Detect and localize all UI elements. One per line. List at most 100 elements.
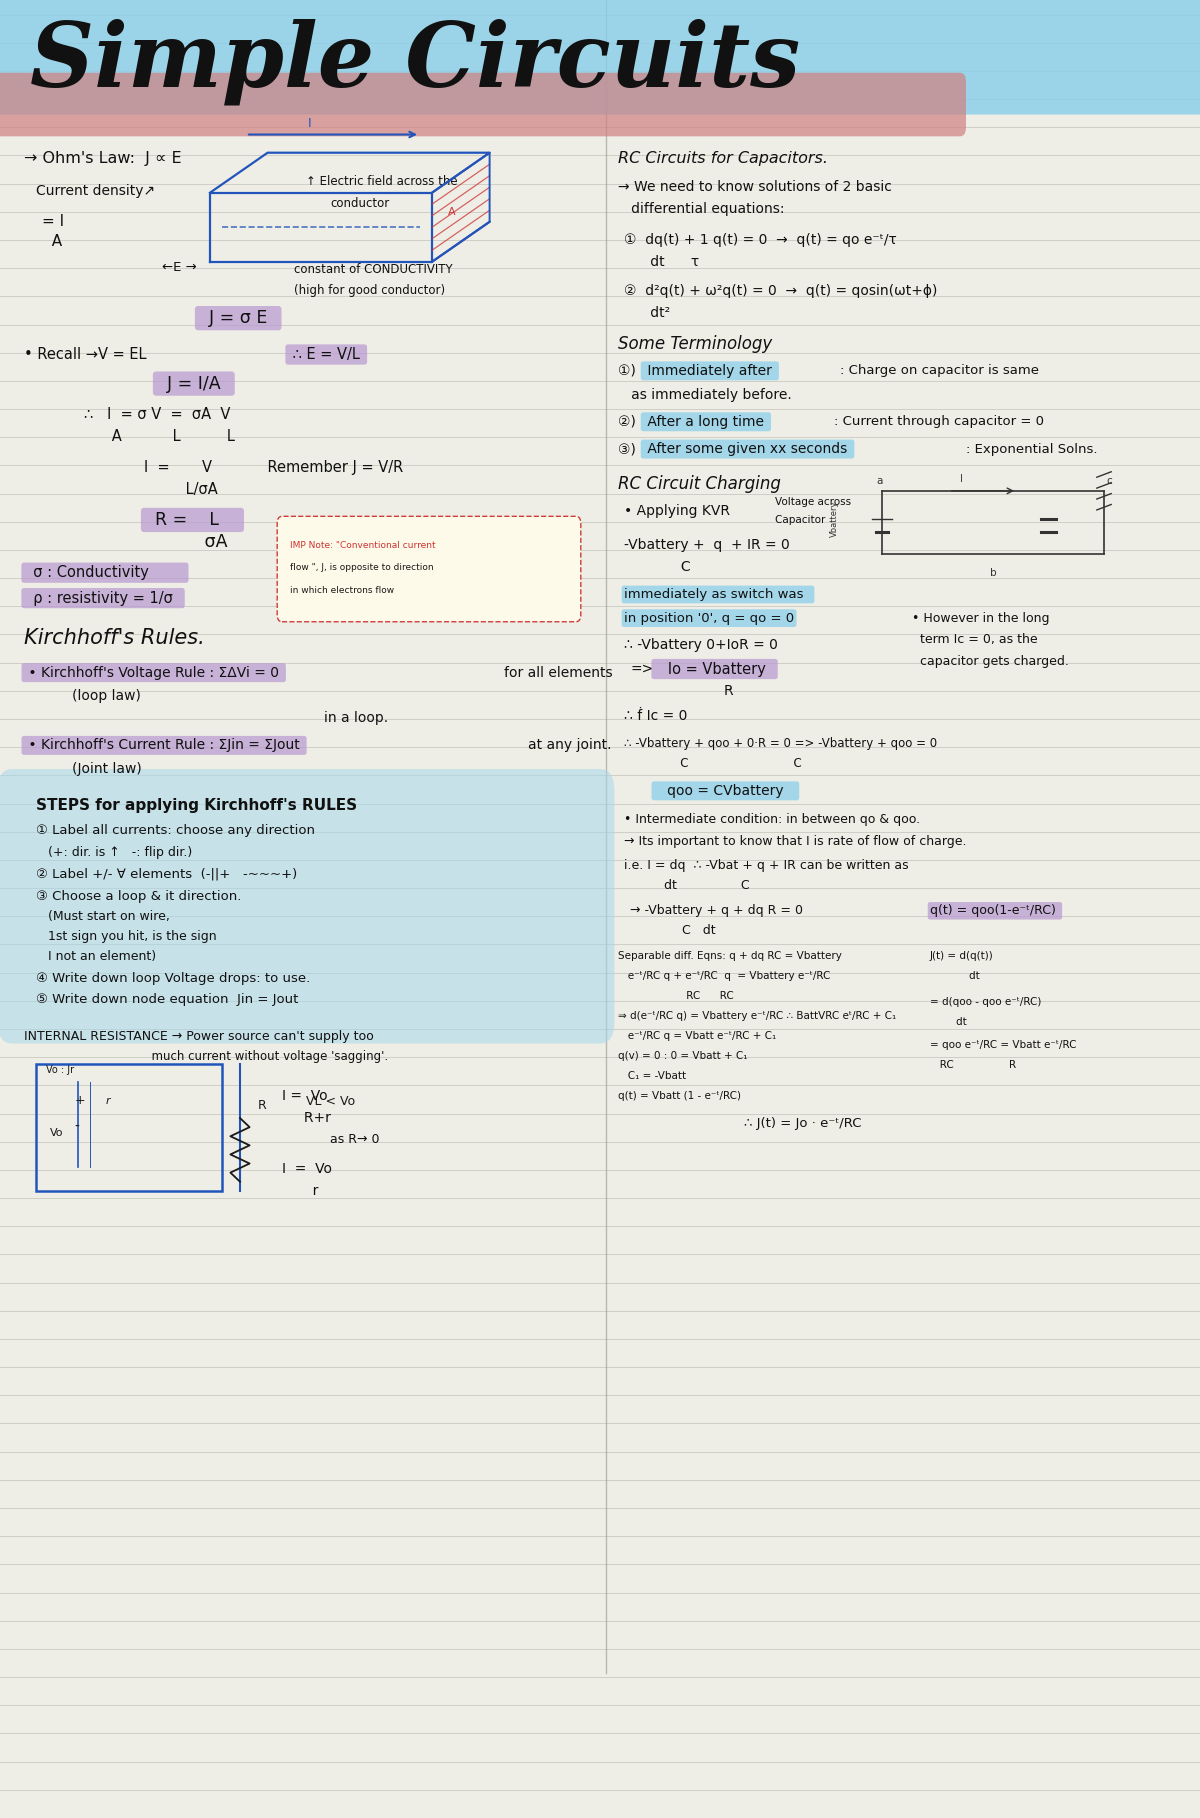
Text: A           L          L: A L L bbox=[84, 429, 235, 444]
Text: = d(qoo - qoo e⁻ᵗ/RC): = d(qoo - qoo e⁻ᵗ/RC) bbox=[930, 996, 1042, 1007]
Text: ∴ E = V/L: ∴ E = V/L bbox=[288, 347, 365, 362]
Text: VL < Vo: VL < Vo bbox=[306, 1094, 355, 1109]
Text: ←E →: ←E → bbox=[162, 260, 197, 275]
Text: RC                 R: RC R bbox=[930, 1060, 1016, 1071]
Text: R+r: R+r bbox=[282, 1111, 331, 1125]
Text: ρ : resistivity = 1/σ: ρ : resistivity = 1/σ bbox=[24, 591, 182, 605]
Text: constant of CONDUCTIVITY: constant of CONDUCTIVITY bbox=[294, 262, 452, 276]
Text: 1st sign you hit, is the sign: 1st sign you hit, is the sign bbox=[36, 929, 217, 944]
Text: Capacitor: Capacitor bbox=[762, 514, 826, 525]
Text: Voltage across: Voltage across bbox=[762, 496, 851, 507]
Text: ④ Write down loop Voltage drops: to use.: ④ Write down loop Voltage drops: to use. bbox=[36, 971, 311, 985]
Text: dt: dt bbox=[930, 971, 979, 982]
Text: RC      RC: RC RC bbox=[618, 991, 733, 1002]
FancyBboxPatch shape bbox=[0, 0, 1200, 115]
Text: STEPS for applying Kirchhoff's RULES: STEPS for applying Kirchhoff's RULES bbox=[36, 798, 358, 813]
Text: (+: dir. is ↑   -: flip dir.): (+: dir. is ↑ -: flip dir.) bbox=[36, 845, 192, 860]
Text: -Vbattery +  q  + IR = 0: -Vbattery + q + IR = 0 bbox=[624, 538, 790, 553]
Text: ∴ -Vbattery + qoo + 0·R = 0 => -Vbattery + qoo = 0: ∴ -Vbattery + qoo + 0·R = 0 => -Vbattery… bbox=[624, 736, 937, 751]
Text: term Ic = 0, as the: term Ic = 0, as the bbox=[912, 633, 1038, 647]
Text: : Current through capacitor = 0: : Current through capacitor = 0 bbox=[834, 415, 1044, 429]
Text: C₁ = -Vbatt: C₁ = -Vbatt bbox=[618, 1071, 686, 1082]
Text: a: a bbox=[876, 476, 882, 485]
Text: Kirchhoff's Rules.: Kirchhoff's Rules. bbox=[24, 627, 205, 649]
Text: ∴ ḟ Ic = 0: ∴ ḟ Ic = 0 bbox=[624, 709, 688, 724]
Text: I  =       V            Remember J = V/R: I = V Remember J = V/R bbox=[144, 460, 403, 474]
Text: ②): ②) bbox=[618, 415, 636, 429]
Text: I not an element): I not an element) bbox=[36, 949, 156, 964]
Text: = qoo e⁻ᵗ/RC = Vbatt e⁻ᵗ/RC: = qoo e⁻ᵗ/RC = Vbatt e⁻ᵗ/RC bbox=[930, 1040, 1076, 1051]
Text: R: R bbox=[654, 684, 733, 698]
Text: After a long time: After a long time bbox=[643, 415, 768, 429]
Text: e⁻ᵗ/RC q = Vbatt e⁻ᵗ/RC + C₁: e⁻ᵗ/RC q = Vbatt e⁻ᵗ/RC + C₁ bbox=[618, 1031, 776, 1042]
Text: for all elements: for all elements bbox=[504, 665, 613, 680]
Text: ∴ -Vbattery 0+IoR = 0: ∴ -Vbattery 0+IoR = 0 bbox=[624, 638, 778, 653]
Text: • However in the long: • However in the long bbox=[912, 611, 1050, 625]
Text: → Its important to know that I is rate of flow of charge.: → Its important to know that I is rate o… bbox=[624, 834, 966, 849]
Text: (Joint law): (Joint law) bbox=[72, 762, 142, 776]
Text: at any joint.: at any joint. bbox=[528, 738, 612, 753]
Text: R =    L: R = L bbox=[144, 511, 241, 529]
Text: Some Terminology: Some Terminology bbox=[618, 335, 773, 353]
Text: capacitor gets charged.: capacitor gets charged. bbox=[912, 654, 1069, 669]
Text: IMP Note: "Conventional current: IMP Note: "Conventional current bbox=[290, 542, 436, 549]
Text: r: r bbox=[282, 1184, 318, 1198]
Text: ② Label +/- ∀ elements  (-||+   -~~~+): ② Label +/- ∀ elements (-||+ -~~~+) bbox=[36, 867, 298, 882]
Text: Vo : Jr: Vo : Jr bbox=[46, 1065, 73, 1074]
Text: RC Circuit Charging: RC Circuit Charging bbox=[618, 474, 781, 493]
Text: ②  d²q(t) + ω²q(t) = 0  →  q(t) = qosin(ωt+ϕ): ② d²q(t) + ω²q(t) = 0 → q(t) = qosin(ωt+… bbox=[624, 284, 937, 298]
Text: I: I bbox=[308, 116, 312, 131]
Text: dt                C: dt C bbox=[624, 878, 750, 893]
FancyBboxPatch shape bbox=[277, 516, 581, 622]
Text: dt: dt bbox=[930, 1016, 967, 1027]
Text: (loop law): (loop law) bbox=[72, 689, 140, 704]
Text: I  =  Vo: I = Vo bbox=[282, 1162, 332, 1176]
Text: immediately as switch was: immediately as switch was bbox=[624, 587, 812, 602]
Text: i.e. I = dq  ∴ -Vbat + q + IR can be written as: i.e. I = dq ∴ -Vbat + q + IR can be writ… bbox=[624, 858, 908, 873]
Text: q(v) = 0 : 0 = Vbatt + C₁: q(v) = 0 : 0 = Vbatt + C₁ bbox=[618, 1051, 748, 1062]
Text: r: r bbox=[106, 1096, 110, 1105]
Text: • Intermediate condition: in between qo & qoo.: • Intermediate condition: in between qo … bbox=[624, 813, 920, 827]
Text: Immediately after: Immediately after bbox=[643, 364, 776, 378]
Text: Io = Vbattery: Io = Vbattery bbox=[654, 662, 775, 676]
Text: Separable diff. Eqns: q + dq RC = Vbattery: Separable diff. Eqns: q + dq RC = Vbatte… bbox=[618, 951, 842, 962]
Text: in position '0', q = qo = 0: in position '0', q = qo = 0 bbox=[624, 611, 794, 625]
Text: σ : Conductivity: σ : Conductivity bbox=[24, 565, 186, 580]
Text: differential equations:: differential equations: bbox=[618, 202, 785, 216]
Text: q(t) = Vbatt (1 - e⁻ᵗ/RC): q(t) = Vbatt (1 - e⁻ᵗ/RC) bbox=[618, 1091, 742, 1102]
Text: • Applying KVR: • Applying KVR bbox=[624, 504, 730, 518]
Text: +: + bbox=[74, 1093, 85, 1107]
Text: : Charge on capacitor is same: : Charge on capacitor is same bbox=[840, 364, 1039, 378]
FancyBboxPatch shape bbox=[0, 73, 966, 136]
Text: Vbattery: Vbattery bbox=[829, 502, 839, 538]
Text: ①  dq(t) + 1 q(t) = 0  →  q(t) = qo e⁻ᵗ/τ: ① dq(t) + 1 q(t) = 0 → q(t) = qo e⁻ᵗ/τ bbox=[624, 233, 896, 247]
Text: σA: σA bbox=[144, 533, 228, 551]
Text: ①): ①) bbox=[618, 364, 636, 378]
Text: much current without voltage 'sagging'.: much current without voltage 'sagging'. bbox=[24, 1049, 388, 1064]
Text: e⁻ᵗ/RC q + e⁻ᵗ/RC  q  = Vbattery e⁻ᵗ/RC: e⁻ᵗ/RC q + e⁻ᵗ/RC q = Vbattery e⁻ᵗ/RC bbox=[618, 971, 830, 982]
Text: dt²: dt² bbox=[624, 305, 670, 320]
Text: = I: = I bbox=[42, 215, 64, 229]
Text: ③ Choose a loop & it direction.: ③ Choose a loop & it direction. bbox=[36, 889, 241, 904]
Text: : Exponential Solns.: : Exponential Solns. bbox=[966, 442, 1098, 456]
Text: ⑤ Write down node equation  Jin = Jout: ⑤ Write down node equation Jin = Jout bbox=[36, 993, 299, 1007]
Text: Vo: Vo bbox=[50, 1129, 64, 1138]
Text: ③): ③) bbox=[618, 442, 636, 456]
Text: → -Vbattery + q + dq R = 0: → -Vbattery + q + dq R = 0 bbox=[630, 904, 803, 918]
Text: J(t) = d(q(t)): J(t) = d(q(t)) bbox=[930, 951, 994, 962]
Text: R: R bbox=[258, 1098, 266, 1113]
Text: (high for good conductor): (high for good conductor) bbox=[294, 284, 445, 298]
Text: Simple Circuits: Simple Circuits bbox=[30, 18, 800, 105]
Text: dt      τ: dt τ bbox=[624, 255, 700, 269]
Text: INTERNAL RESISTANCE → Power source can't supply too: INTERNAL RESISTANCE → Power source can't… bbox=[24, 1029, 373, 1044]
Text: ① Label all currents: choose any direction: ① Label all currents: choose any directi… bbox=[36, 824, 314, 838]
Text: qoo = CVbattery: qoo = CVbattery bbox=[654, 784, 797, 798]
Text: • Recall →V = EL: • Recall →V = EL bbox=[24, 347, 146, 362]
FancyBboxPatch shape bbox=[0, 769, 614, 1044]
Text: as immediately before.: as immediately before. bbox=[618, 387, 792, 402]
Text: C   dt: C dt bbox=[630, 924, 715, 938]
Text: RC Circuits for Capacitors.: RC Circuits for Capacitors. bbox=[618, 151, 828, 165]
Text: J = σ E: J = σ E bbox=[198, 309, 278, 327]
Text: • Kirchhoff's Voltage Rule : ΣΔVi = 0: • Kirchhoff's Voltage Rule : ΣΔVi = 0 bbox=[24, 665, 283, 680]
Text: in which electrons flow: in which electrons flow bbox=[290, 587, 395, 594]
